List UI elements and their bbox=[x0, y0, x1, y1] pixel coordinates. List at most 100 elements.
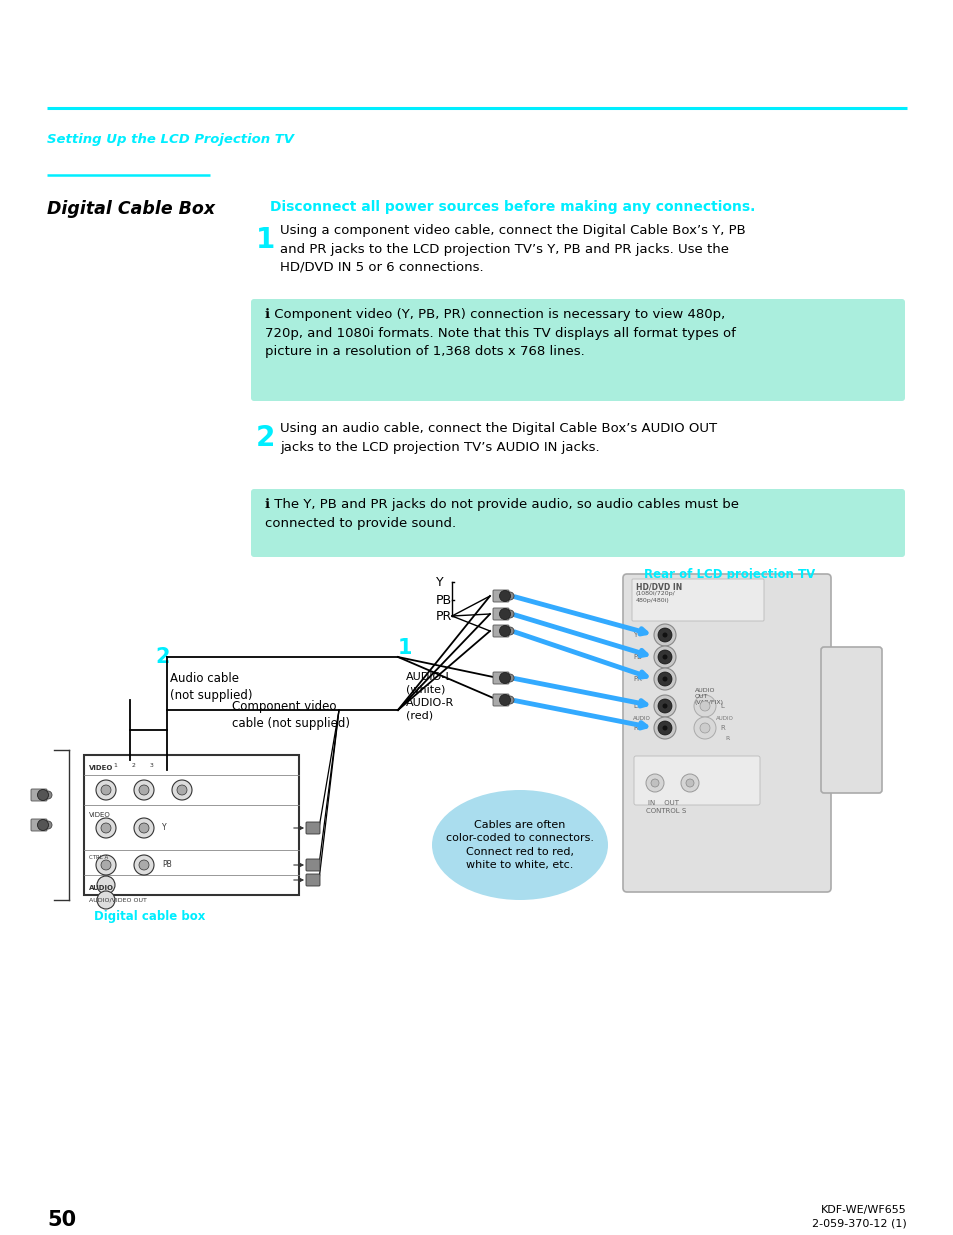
Text: Y: Y bbox=[633, 632, 637, 638]
Circle shape bbox=[101, 860, 111, 869]
FancyBboxPatch shape bbox=[306, 860, 319, 871]
Text: KDF-WE/WF655
2-059-370-12 (1): KDF-WE/WF655 2-059-370-12 (1) bbox=[811, 1205, 906, 1229]
Circle shape bbox=[97, 890, 115, 909]
Text: 1: 1 bbox=[397, 638, 412, 658]
Circle shape bbox=[499, 625, 510, 636]
FancyBboxPatch shape bbox=[493, 694, 509, 706]
Circle shape bbox=[499, 590, 510, 601]
Text: IN    OUT: IN OUT bbox=[647, 800, 679, 806]
Text: AUDIO/VIDEO OUT: AUDIO/VIDEO OUT bbox=[89, 898, 147, 903]
Circle shape bbox=[700, 722, 709, 734]
Circle shape bbox=[654, 695, 676, 718]
FancyBboxPatch shape bbox=[634, 756, 760, 805]
Text: L: L bbox=[633, 703, 637, 709]
Text: Using a component video cable, connect the Digital Cable Box’s Y, PB
and PR jack: Using a component video cable, connect t… bbox=[280, 224, 745, 274]
Text: 480p/480i): 480p/480i) bbox=[636, 598, 669, 603]
Text: PB: PB bbox=[162, 860, 172, 869]
Text: 2: 2 bbox=[255, 424, 275, 452]
Text: (1080i/720p/: (1080i/720p/ bbox=[636, 592, 675, 597]
Text: VIDEO: VIDEO bbox=[89, 811, 111, 818]
Text: Rear of LCD projection TV: Rear of LCD projection TV bbox=[643, 568, 815, 580]
FancyBboxPatch shape bbox=[30, 789, 47, 802]
Text: 50: 50 bbox=[47, 1210, 76, 1230]
Circle shape bbox=[658, 629, 671, 642]
Circle shape bbox=[505, 627, 514, 635]
Text: Setting Up the LCD Projection TV: Setting Up the LCD Projection TV bbox=[47, 133, 294, 146]
Text: 1       2       3: 1 2 3 bbox=[113, 763, 153, 768]
Text: HD/DVD IN: HD/DVD IN bbox=[636, 583, 681, 592]
Text: Using an audio cable, connect the Digital Cable Box’s AUDIO OUT
jacks to the LCD: Using an audio cable, connect the Digita… bbox=[280, 422, 717, 453]
Text: AUDIO: AUDIO bbox=[89, 885, 113, 890]
Circle shape bbox=[37, 820, 49, 830]
Circle shape bbox=[133, 855, 153, 876]
Circle shape bbox=[654, 646, 676, 668]
Circle shape bbox=[654, 668, 676, 690]
Text: PB: PB bbox=[436, 594, 452, 606]
Text: PR: PR bbox=[633, 676, 641, 682]
Text: Audio cable
(not supplied): Audio cable (not supplied) bbox=[170, 672, 253, 701]
Text: 1: 1 bbox=[255, 226, 275, 254]
Text: PB: PB bbox=[633, 655, 641, 659]
Circle shape bbox=[661, 704, 667, 709]
Text: ℹ Component video (Y, PB, PR) connection is necessary to view 480p,
720p, and 10: ℹ Component video (Y, PB, PR) connection… bbox=[265, 308, 735, 358]
Circle shape bbox=[172, 781, 192, 800]
Text: AUDIO
OUT
(VAR/FIX): AUDIO OUT (VAR/FIX) bbox=[695, 688, 723, 705]
Circle shape bbox=[499, 673, 510, 683]
Circle shape bbox=[499, 609, 510, 620]
FancyBboxPatch shape bbox=[306, 874, 319, 885]
Text: R: R bbox=[633, 725, 638, 731]
Circle shape bbox=[693, 718, 716, 739]
Circle shape bbox=[177, 785, 187, 795]
FancyBboxPatch shape bbox=[493, 608, 509, 620]
Circle shape bbox=[693, 695, 716, 718]
Circle shape bbox=[661, 677, 667, 682]
Text: L: L bbox=[720, 703, 723, 709]
Circle shape bbox=[661, 725, 667, 730]
Circle shape bbox=[101, 823, 111, 832]
Circle shape bbox=[658, 721, 671, 735]
Text: AUDIO-L
(white): AUDIO-L (white) bbox=[406, 672, 453, 694]
Text: ℹ The Y, PB and PR jacks do not provide audio, so audio cables must be
connected: ℹ The Y, PB and PR jacks do not provide … bbox=[265, 498, 739, 530]
Circle shape bbox=[139, 823, 149, 832]
Circle shape bbox=[685, 779, 693, 787]
Circle shape bbox=[96, 781, 116, 800]
Circle shape bbox=[96, 818, 116, 839]
Circle shape bbox=[505, 610, 514, 618]
Ellipse shape bbox=[432, 790, 607, 900]
Circle shape bbox=[97, 876, 115, 894]
Circle shape bbox=[44, 821, 52, 829]
Circle shape bbox=[101, 785, 111, 795]
Circle shape bbox=[661, 632, 667, 637]
Text: Disconnect all power sources before making any connections.: Disconnect all power sources before maki… bbox=[270, 200, 755, 214]
Circle shape bbox=[654, 624, 676, 646]
Circle shape bbox=[133, 781, 153, 800]
FancyBboxPatch shape bbox=[306, 823, 319, 834]
FancyBboxPatch shape bbox=[821, 647, 882, 793]
Text: AUDIO: AUDIO bbox=[633, 716, 650, 721]
FancyBboxPatch shape bbox=[84, 755, 298, 895]
Circle shape bbox=[139, 860, 149, 869]
Circle shape bbox=[700, 701, 709, 711]
Circle shape bbox=[658, 650, 671, 664]
Text: Digital cable box: Digital cable box bbox=[94, 910, 205, 923]
Text: R: R bbox=[720, 725, 724, 731]
FancyBboxPatch shape bbox=[493, 625, 509, 637]
Circle shape bbox=[44, 790, 52, 799]
Text: CTRL A: CTRL A bbox=[89, 855, 108, 860]
FancyBboxPatch shape bbox=[251, 489, 904, 557]
Text: Y: Y bbox=[162, 823, 167, 832]
Circle shape bbox=[505, 592, 514, 600]
Circle shape bbox=[499, 694, 510, 705]
Text: CONTROL S: CONTROL S bbox=[645, 808, 685, 814]
FancyBboxPatch shape bbox=[631, 579, 763, 621]
Text: Digital Cable Box: Digital Cable Box bbox=[47, 200, 214, 219]
Text: PR: PR bbox=[436, 610, 452, 622]
Text: AUDIO: AUDIO bbox=[716, 715, 733, 720]
Circle shape bbox=[96, 855, 116, 876]
Text: R: R bbox=[724, 736, 728, 741]
FancyBboxPatch shape bbox=[251, 299, 904, 401]
Text: AUDIO-R
(red): AUDIO-R (red) bbox=[406, 698, 454, 720]
FancyBboxPatch shape bbox=[622, 574, 830, 892]
FancyBboxPatch shape bbox=[30, 819, 47, 831]
Circle shape bbox=[661, 655, 667, 659]
